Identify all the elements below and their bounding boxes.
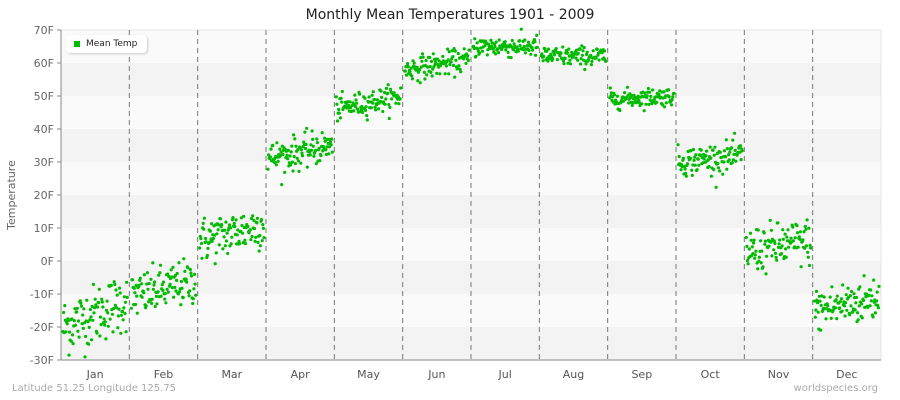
legend-label: Mean Temp [86,39,138,49]
y-tick-label: -20F [30,321,54,334]
legend-swatch-icon [74,41,80,47]
x-tick-label: Apr [291,368,311,381]
y-tick-label: 60F [34,57,54,70]
x-tick-label: Feb [154,368,173,381]
y-tick-label: 50F [34,90,54,103]
x-tick-label: Mar [221,368,242,381]
x-tick-label: Sep [631,368,652,381]
y-tick-label: -30F [30,354,54,367]
y-tick-label: 40F [34,123,54,136]
x-tick-label: Aug [563,368,584,381]
y-tick-label: 70F [34,24,54,37]
x-tick-label: Jul [498,368,512,381]
x-tick-label: Dec [836,368,857,381]
x-tick-label: Oct [701,368,721,381]
y-tick-label: 10F [34,222,54,235]
x-tick-label: Nov [768,368,790,381]
source-credit[interactable]: worldspecies.org [793,383,878,394]
x-tick-label: Jan [86,368,104,381]
legend[interactable]: Mean Temp [66,35,148,53]
y-tick-label: 30F [34,156,54,169]
y-tick-label: 20F [34,189,54,202]
x-tick-label: Jun [427,368,445,381]
y-axis-label: Temperature [5,160,18,231]
y-tick-label: -10F [30,288,54,301]
y-tick-label: 0F [41,255,54,268]
data-points [61,27,881,359]
x-tick-label: May [357,368,380,381]
chart-title: Monthly Mean Temperatures 1901 - 2009 [305,7,595,23]
location-caption: Latitude 51.25 Longitude 125.75 [12,383,177,394]
